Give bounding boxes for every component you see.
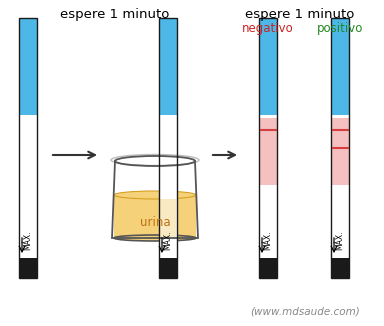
Text: MÁX.: MÁX. [164, 230, 172, 249]
Bar [19, 18, 37, 115]
Text: urina: urina [140, 216, 170, 229]
Bar [19, 18, 37, 278]
Bar [331, 18, 349, 278]
Bar [19, 258, 37, 278]
Ellipse shape [115, 156, 195, 166]
Bar [331, 18, 349, 278]
Bar [259, 118, 277, 185]
Bar [159, 18, 177, 278]
Bar [331, 18, 349, 115]
Text: (www.mdsaude.com): (www.mdsaude.com) [250, 306, 360, 316]
Bar [159, 18, 177, 278]
Bar [160, 199, 176, 237]
Bar [259, 18, 277, 115]
Text: espere 1 minuto: espere 1 minuto [60, 8, 170, 21]
Text: negativo: negativo [242, 22, 294, 35]
Text: positivo: positivo [317, 22, 363, 35]
Bar [19, 18, 37, 278]
Bar [331, 118, 349, 185]
Ellipse shape [114, 235, 196, 241]
Bar [331, 258, 349, 278]
Bar [259, 258, 277, 278]
Text: MÁX.: MÁX. [263, 230, 273, 249]
Text: MÁX.: MÁX. [336, 230, 344, 249]
Bar [114, 195, 196, 237]
Text: MÁX.: MÁX. [23, 230, 33, 249]
Bar [159, 18, 177, 115]
Bar [259, 18, 277, 278]
Text: espere 1 minuto: espere 1 minuto [245, 8, 355, 21]
Bar [259, 18, 277, 278]
Bar [159, 258, 177, 278]
Ellipse shape [114, 191, 196, 199]
